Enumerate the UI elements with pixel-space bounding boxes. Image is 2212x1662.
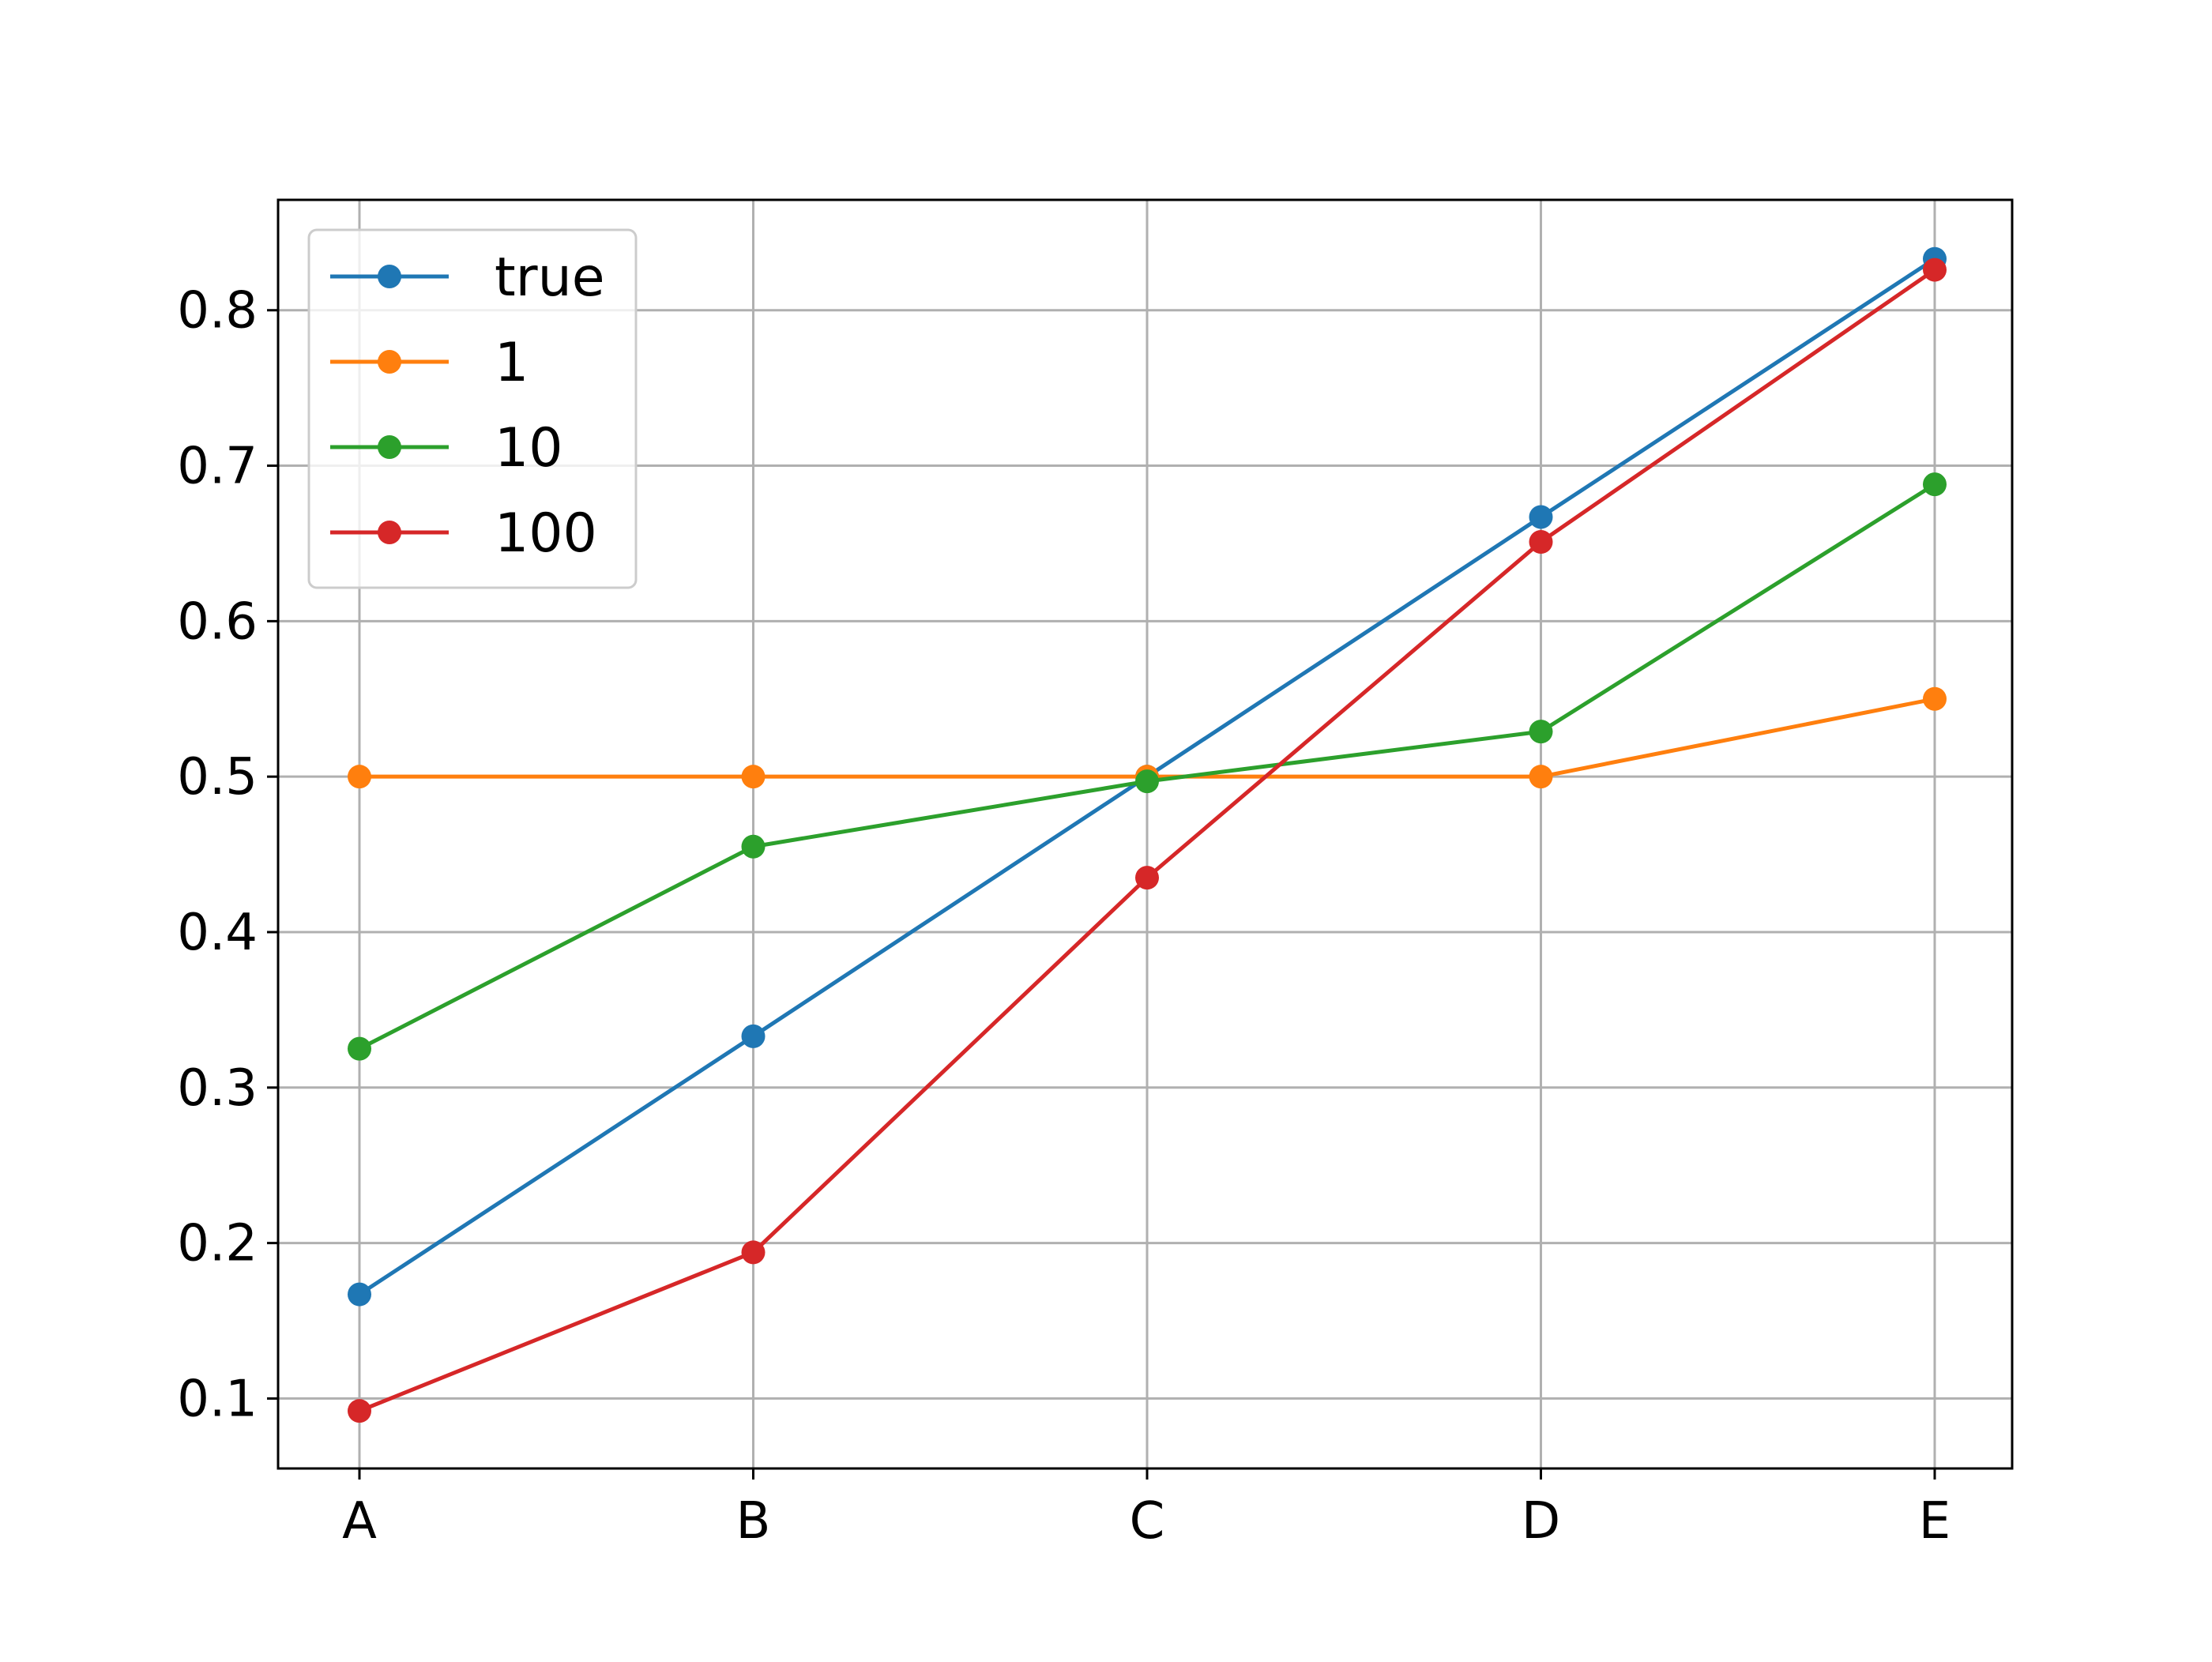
data-point: [348, 1282, 371, 1307]
legend-entry: 10: [330, 417, 563, 479]
data-point: [1529, 505, 1553, 529]
legend-frame: [307, 228, 638, 589]
x-tick-label: C: [1130, 1492, 1165, 1551]
y-tick-label: 0.6: [177, 592, 258, 651]
data-point: [348, 765, 371, 789]
x-tick-label: A: [342, 1492, 377, 1551]
y-tick-label: 0.2: [177, 1215, 258, 1273]
data-point: [1923, 258, 1947, 282]
legend-entry: true: [330, 246, 605, 309]
data-point: [348, 1399, 371, 1423]
tick-layer: A B C D E 0.1 0.2 0.3 0.4 0.5 0.6 0.7 0.8: [177, 282, 1951, 1551]
y-tick-label: 0.5: [177, 748, 258, 807]
data-point: [741, 834, 766, 859]
legend-label: true: [495, 246, 605, 309]
data-point: [1529, 765, 1553, 789]
data-point: [348, 1036, 371, 1061]
legend-entry: 100: [330, 502, 597, 565]
data-point: [1923, 686, 1947, 711]
legend-swatch-marker: [378, 521, 401, 544]
legend-swatch-marker: [378, 350, 401, 374]
series-layer: [348, 246, 1947, 1423]
legend-entry: 1: [330, 332, 529, 394]
y-tick-label: 0.4: [177, 904, 258, 962]
y-tick-label: 0.7: [177, 438, 258, 496]
legend-label: 1: [495, 332, 529, 394]
series-10: [348, 472, 1947, 1061]
data-point: [1529, 529, 1553, 554]
legend-label: 10: [495, 417, 563, 479]
data-point: [741, 765, 766, 789]
data-point: [1135, 866, 1159, 890]
data-point: [1529, 720, 1553, 744]
y-tick-label: 0.8: [177, 282, 258, 340]
legend: true 1 10 100: [307, 228, 638, 589]
legend-swatch-marker: [378, 265, 401, 288]
legend-swatch-marker: [378, 435, 401, 459]
y-tick-label: 0.1: [177, 1370, 258, 1428]
x-tick-label: E: [1919, 1492, 1951, 1551]
data-point: [741, 1024, 766, 1048]
x-tick-label: B: [736, 1492, 771, 1551]
legend-label: 100: [495, 502, 597, 565]
x-tick-label: D: [1522, 1492, 1560, 1551]
y-tick-label: 0.3: [177, 1059, 258, 1118]
series-100: [348, 258, 1947, 1423]
data-point: [1135, 769, 1159, 794]
axes-frame: [276, 198, 2014, 1470]
data-point: [1923, 472, 1947, 497]
data-point: [741, 1240, 766, 1265]
